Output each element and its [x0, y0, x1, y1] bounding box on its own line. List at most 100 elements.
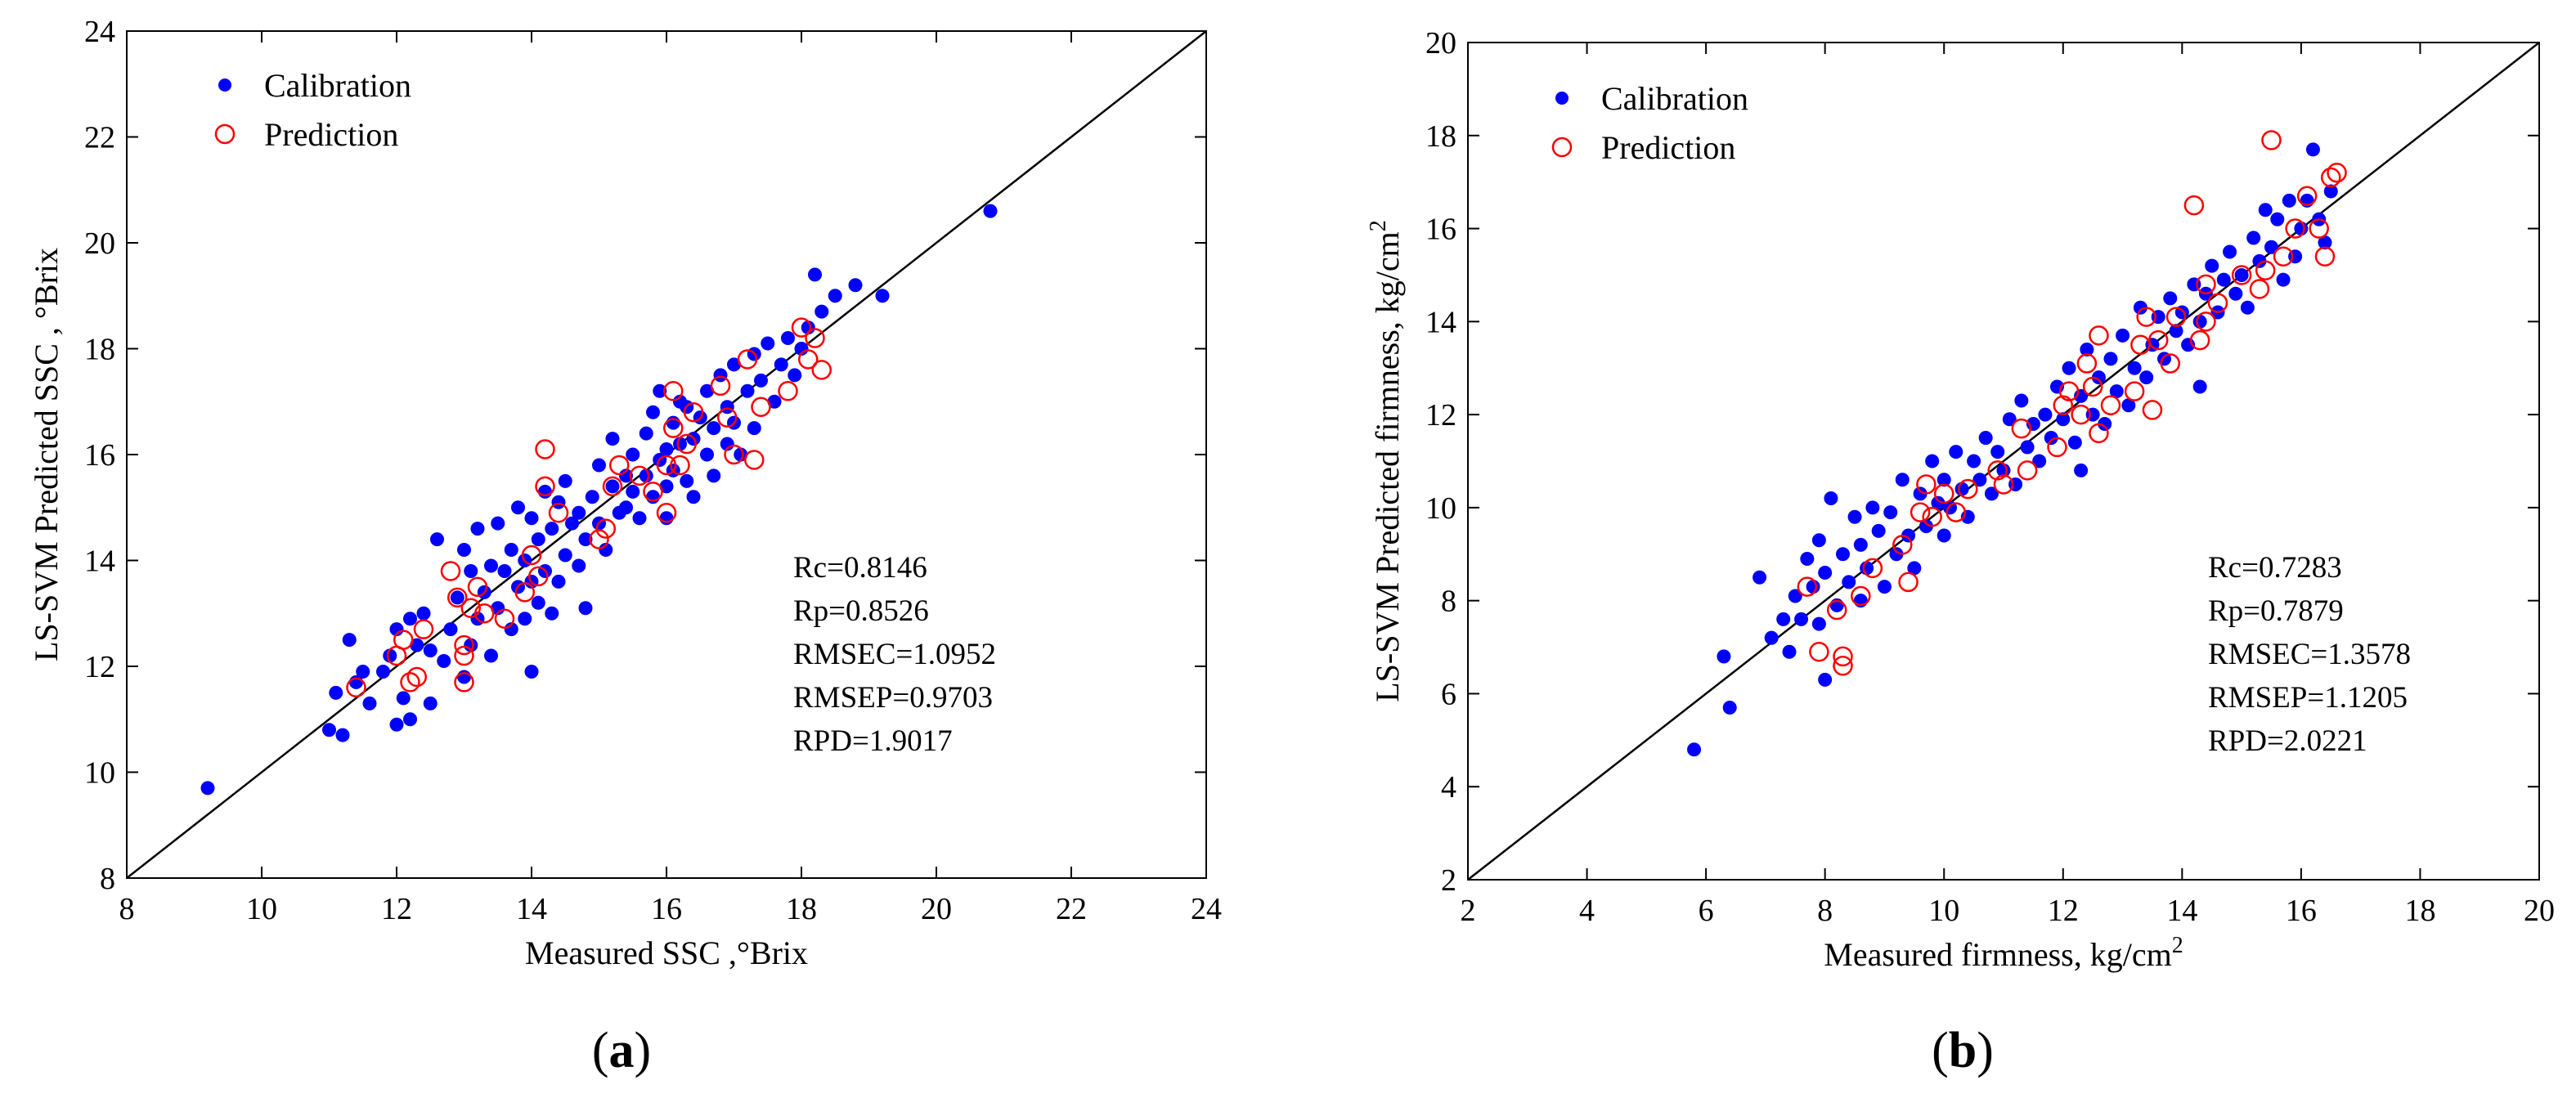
stat-line: RMSEC=1.3578: [2208, 638, 2411, 671]
prediction-point: [1892, 535, 1913, 555]
calibration-point: [592, 458, 606, 473]
calibration-point: [464, 563, 478, 578]
calibration-point: [1818, 566, 1833, 580]
calibration-point: [2056, 412, 2071, 427]
calibration-point: [1954, 482, 1969, 496]
y-axis-label-superscript: 2: [1366, 220, 1391, 231]
calibration-point: [1764, 630, 1779, 645]
calibration-point: [646, 405, 660, 419]
calibration-point: [1824, 491, 1838, 506]
calibration-point: [781, 331, 795, 346]
calibration-point: [1978, 431, 1993, 446]
calibration-point: [1895, 473, 1910, 487]
x-axis-label-text: Measured firmness, kg/cm: [1824, 936, 2171, 973]
prediction-point: [778, 381, 798, 401]
panel-label: (a): [592, 1023, 651, 1078]
calibration-point: [2234, 267, 2249, 282]
calibration-point: [1949, 445, 1963, 459]
calibration-point: [545, 522, 559, 536]
calibration-point: [497, 563, 512, 578]
chart-panel-b: 2 4 6 8 10 12 14 16 18 20 2 4 6 8 10 12 14 16 18 20 Calibrat…: [1366, 26, 2555, 1078]
calibration-point: [2228, 286, 2243, 301]
prediction-point: [2273, 246, 2294, 267]
prediction-point: [1922, 507, 1942, 527]
stat-line: RMSEP=0.9703: [793, 681, 993, 715]
prediction-point: [2196, 311, 2216, 332]
calibration-point: [450, 590, 464, 605]
prediction-point: [1833, 646, 1853, 667]
calibration-point: [457, 543, 471, 558]
x-tick-label: 2: [1461, 894, 1476, 928]
calibration-point: [740, 383, 755, 398]
calibration-point: [558, 473, 572, 488]
calibration-point: [707, 468, 721, 483]
series-prediction: [1797, 130, 2347, 676]
prediction-point: [1898, 571, 1919, 593]
stat-line: RMSEC=1.0952: [793, 638, 996, 671]
prediction-point: [2076, 353, 2098, 374]
x-tick-label: 6: [1699, 894, 1714, 928]
x-axis-label-superscript: 2: [2172, 933, 2183, 958]
calibration-point: [491, 516, 505, 531]
calibration-point: [1842, 575, 1856, 589]
calibration-point: [578, 532, 593, 547]
calibration-point: [1836, 547, 1850, 562]
prediction-point: [629, 465, 650, 486]
prediction-point: [595, 518, 616, 539]
calibration-point: [2246, 231, 2261, 245]
x-tick-label: 24: [1191, 892, 1222, 926]
y-tick-label: 18: [1425, 119, 1456, 154]
y-axis-label: LS-SVM Predicted firmness, kg/cm2: [1366, 220, 1406, 702]
prediction-point: [514, 582, 535, 603]
calibration-point: [389, 717, 404, 732]
x-tick-label: 12: [2048, 894, 2079, 928]
calibration-point: [2074, 463, 2089, 477]
calibration-point: [2205, 258, 2219, 273]
legend-label-prediction: Prediction: [264, 116, 398, 153]
calibration-point: [1877, 580, 1892, 594]
prediction-point: [2327, 163, 2347, 183]
prediction-point: [798, 349, 819, 370]
y-tick-label: 12: [1425, 398, 1456, 432]
calibration-point: [1776, 612, 1791, 626]
x-tick-label: 18: [2404, 894, 2435, 928]
calibration-point: [815, 304, 829, 319]
calibration-point: [2223, 244, 2237, 259]
calibration-point: [747, 421, 761, 436]
calibration-point: [423, 643, 438, 658]
prediction-point: [1833, 656, 1853, 676]
stat-line: RPD=2.0221: [2208, 724, 2367, 758]
prediction-point: [589, 529, 609, 549]
prediction-point: [2142, 400, 2163, 420]
calibration-point: [619, 500, 633, 515]
y-tick-label: 8: [100, 862, 115, 896]
prediction-point: [811, 360, 832, 380]
prediction-point: [602, 476, 623, 497]
calibration-point: [403, 712, 417, 727]
calibration-point: [761, 336, 775, 351]
panel-label-letter: a: [609, 1023, 635, 1078]
x-tick-label: 20: [921, 892, 952, 926]
prediction-point: [676, 433, 697, 455]
x-tick-label: 14: [516, 892, 547, 926]
calibration-point: [2294, 222, 2309, 236]
x-tick-label: 8: [1817, 894, 1833, 928]
prediction-point: [2011, 418, 2032, 439]
calibration-point: [754, 373, 768, 388]
calibration-point: [329, 685, 343, 700]
calibration-point: [2258, 203, 2273, 217]
prediction-point: [1987, 460, 2008, 481]
calibration-point: [2240, 300, 2255, 315]
prediction-point: [2053, 395, 2074, 415]
prediction-point: [609, 455, 630, 476]
prediction-point: [1851, 585, 1871, 607]
calibration-point: [720, 400, 734, 415]
x-tick-label: 20: [2524, 894, 2555, 928]
prediction-point: [2047, 437, 2067, 458]
statistics: Rc=0.8146 Rp=0.8526 RMSEC=1.0952 RMSEP=0.97…: [793, 551, 996, 758]
x-axis-label: Measured firmness, kg/cm2: [1824, 933, 2183, 973]
prediction-point: [656, 455, 677, 476]
y-tick-label: 12: [84, 650, 115, 684]
calibration-point: [632, 511, 647, 526]
